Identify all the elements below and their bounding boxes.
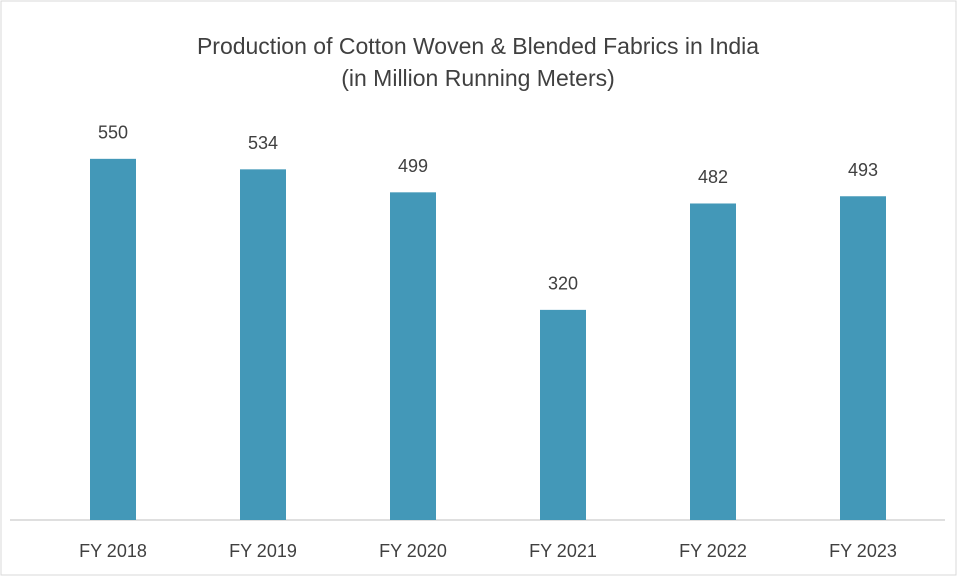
data-label: 482: [698, 167, 728, 187]
data-label: 493: [848, 160, 878, 180]
x-tick-label: FY 2023: [829, 541, 897, 561]
data-label: 320: [548, 274, 578, 294]
bar: [540, 309, 586, 520]
chart-title: Production of Cotton Woven & Blended Fab…: [197, 33, 759, 59]
data-label: 499: [398, 156, 428, 176]
bar: [390, 192, 436, 520]
data-label: 550: [98, 123, 128, 143]
bar: [90, 158, 136, 521]
x-tick-label: FY 2021: [529, 541, 597, 561]
data-label: 534: [248, 133, 278, 153]
chart-subtitle: (in Million Running Meters): [341, 65, 615, 91]
x-tick-label: FY 2020: [379, 541, 447, 561]
bar: [840, 196, 886, 520]
bar: [240, 169, 286, 520]
bar: [690, 203, 736, 520]
x-tick-label: FY 2018: [79, 541, 147, 561]
x-tick-label: FY 2022: [679, 541, 747, 561]
x-tick-label: FY 2019: [229, 541, 297, 561]
